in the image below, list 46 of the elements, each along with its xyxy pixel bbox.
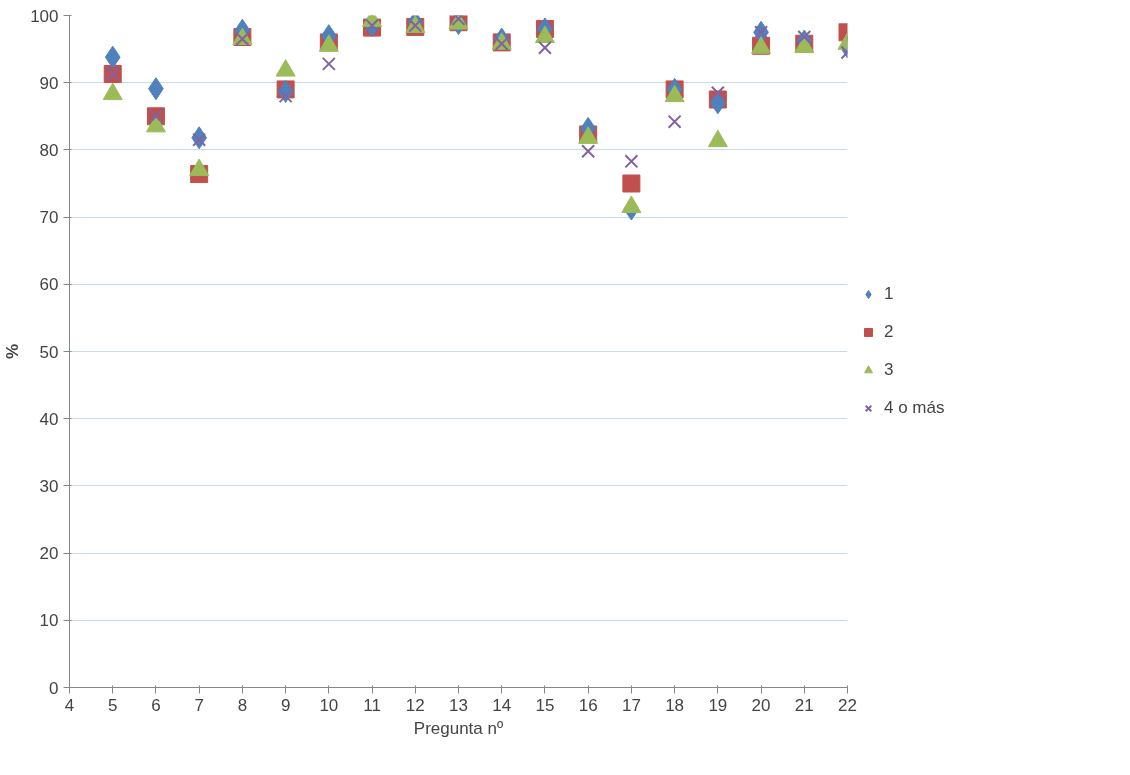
y-axis-title: % — [3, 343, 23, 360]
x-tick-label: 8 — [237, 695, 248, 715]
point — [624, 154, 639, 169]
point — [365, 18, 380, 33]
x-tick-label: 5 — [107, 695, 118, 715]
x-tick-label: 18 — [665, 695, 685, 715]
legend-label: 1 — [884, 284, 895, 304]
x-tick-label: 17 — [621, 695, 641, 715]
point — [104, 45, 121, 69]
y-tick-label: 50 — [39, 342, 59, 362]
x-tick-label: 13 — [449, 695, 468, 715]
x-tick-label: 16 — [578, 695, 598, 715]
x-tick-label: 20 — [751, 695, 771, 715]
y-tick-label: 20 — [39, 544, 59, 564]
y-tick-label: 10 — [39, 611, 59, 631]
y-tick-label: 70 — [39, 208, 59, 228]
point — [622, 174, 641, 193]
x-tick-label: 19 — [708, 695, 728, 715]
y-tick-label: 30 — [39, 476, 59, 496]
y-tick-label: 80 — [39, 140, 59, 160]
point — [710, 85, 725, 100]
point — [581, 144, 596, 159]
x-tick-label: 10 — [319, 695, 339, 715]
y-tick-label: 0 — [49, 678, 59, 698]
x-tick-label: 15 — [535, 695, 555, 715]
x-tick-label: 7 — [194, 695, 204, 715]
x-tick-label: 6 — [151, 695, 161, 715]
x-tick-label: 21 — [794, 695, 814, 715]
y-tick-label: 60 — [39, 275, 59, 295]
y-tick-label: 40 — [39, 409, 59, 429]
point — [321, 56, 336, 71]
point — [797, 29, 812, 45]
point — [667, 114, 682, 129]
x-tick-label: 9 — [280, 695, 291, 715]
x-tick-label: 4 — [64, 695, 75, 715]
legend-label: 2 — [884, 322, 895, 342]
x-tick-label: 11 — [363, 695, 381, 715]
point — [537, 40, 552, 55]
x-tick-label: 22 — [838, 695, 857, 715]
legend-label: 4 o más — [884, 398, 945, 418]
legend-label: 3 — [884, 360, 895, 380]
x-tick-label: 14 — [492, 695, 512, 715]
y-tick-label: 100 — [30, 6, 59, 26]
x-tick-label: 12 — [405, 695, 425, 715]
x-axis-title: Pregunta nº — [413, 718, 504, 738]
y-tick-label: 90 — [39, 73, 59, 93]
